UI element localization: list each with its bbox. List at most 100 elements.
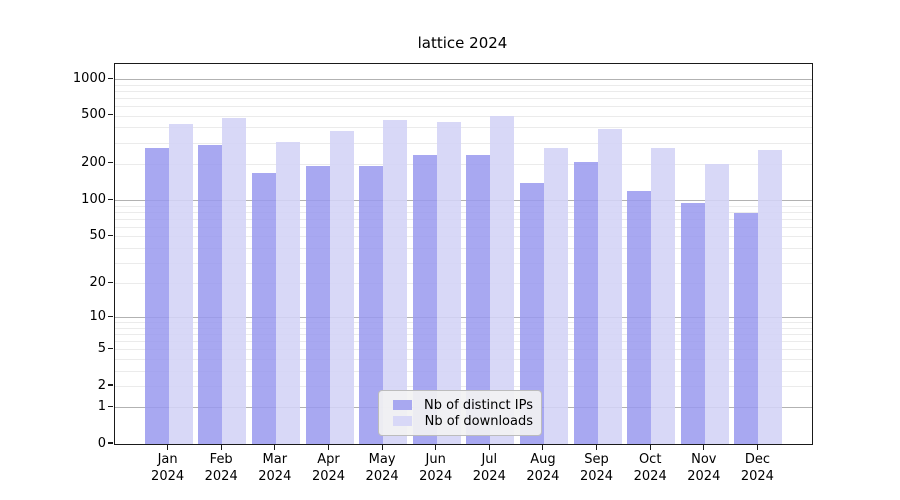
- plot-area: [114, 63, 813, 445]
- y-tick-label-10: 10: [89, 308, 106, 324]
- gridline-minor: [115, 349, 812, 351]
- x-tick-label-jul: Jul 2024: [472, 452, 506, 484]
- bar-downloads-mar: [275, 142, 300, 444]
- y-tick-label-500: 500: [81, 107, 106, 123]
- x-tick-label-aug: Aug 2024: [526, 452, 560, 484]
- x-tick-label-jun: Jun 2024: [419, 452, 453, 484]
- x-tick-label-mar: Mar 2024: [258, 452, 292, 484]
- gridline-major: [115, 79, 812, 81]
- y-tick-mark: [108, 77, 113, 79]
- bar-downloads-jan: [168, 124, 193, 444]
- x-tick-mark: [542, 444, 544, 450]
- x-tick-label-dec: Dec 2024: [740, 452, 774, 484]
- gridline-minor: [115, 283, 812, 285]
- y-tick-mark: [108, 405, 113, 407]
- y-tick-mark: [108, 315, 113, 317]
- gridline-major: [115, 200, 812, 202]
- legend: Nb of distinct IPs Nb of downloads: [378, 390, 542, 436]
- x-tick-label-nov: Nov 2024: [687, 452, 721, 484]
- y-tick-mark: [108, 162, 113, 164]
- x-tick-label-feb: Feb 2024: [204, 452, 238, 484]
- gridline-minor: [115, 115, 812, 117]
- gridline-minor: [115, 163, 812, 165]
- gridline-minor: [115, 334, 812, 336]
- y-tick-label-5: 5: [97, 340, 106, 356]
- bar-downloads-jul: [490, 115, 515, 444]
- x-tick-mark: [274, 444, 276, 450]
- bar-downloads-nov: [704, 164, 729, 444]
- x-tick-mark: [488, 444, 490, 450]
- x-tick-mark: [381, 444, 383, 450]
- legend-label: Nb of downloads: [424, 413, 533, 429]
- bar-distinct-ips-mar: [251, 173, 276, 444]
- x-tick-label-sep: Sep 2024: [579, 452, 614, 484]
- y-tick-mark: [108, 281, 113, 283]
- gridline-minor: [115, 90, 812, 92]
- bar-distinct-ips-jan: [144, 148, 169, 444]
- x-tick-label-jan: Jan 2024: [151, 452, 185, 484]
- x-tick-mark: [756, 444, 758, 450]
- y-tick-label-200: 200: [81, 155, 106, 171]
- gridline-minor: [115, 142, 812, 144]
- legend-swatch-icon: [393, 400, 412, 410]
- bar-distinct-ips-apr: [305, 166, 330, 444]
- bar-downloads-aug: [543, 148, 568, 444]
- bar-downloads-oct: [651, 148, 676, 444]
- y-tick-mark: [108, 234, 113, 236]
- y-tick-mark: [108, 384, 113, 386]
- bar-distinct-ips-nov: [680, 202, 705, 444]
- bar-distinct-ips-dec: [734, 212, 759, 444]
- gridline-minor: [115, 127, 812, 129]
- x-tick-mark: [703, 444, 705, 450]
- bar-downloads-apr: [329, 130, 354, 444]
- gridline-minor: [115, 359, 812, 360]
- gridline-minor: [115, 205, 812, 207]
- x-tick-mark: [649, 444, 651, 450]
- bar-distinct-ips-feb: [198, 144, 223, 444]
- bar-distinct-ips-sep: [573, 162, 598, 444]
- y-tick-label-20: 20: [89, 274, 106, 290]
- bar-distinct-ips-oct: [627, 191, 652, 444]
- gridline-minor: [115, 226, 812, 228]
- bar-downloads-sep: [597, 129, 622, 444]
- y-tick-mark: [108, 442, 113, 444]
- y-tick-label-50: 50: [89, 227, 106, 243]
- gridline-minor: [115, 386, 812, 387]
- gridline-minor: [115, 211, 812, 213]
- legend-swatch-icon: [393, 416, 412, 426]
- legend-item-downloads: Nb of downloads: [387, 413, 533, 429]
- gridline-minor: [115, 97, 812, 99]
- y-tick-label-2: 2: [97, 377, 106, 393]
- gridline-minor: [115, 327, 812, 329]
- x-tick-label-may: May 2024: [365, 452, 399, 484]
- x-tick-mark: [167, 444, 169, 450]
- gridline-minor: [115, 370, 812, 372]
- chart-title: lattice 2024: [417, 34, 508, 52]
- gridline-minor: [115, 236, 812, 238]
- gridline-minor: [115, 322, 812, 324]
- y-tick-label-1: 1: [97, 398, 106, 414]
- legend-item-distinct-ips: Nb of distinct IPs: [387, 397, 533, 413]
- x-tick-mark: [327, 444, 330, 450]
- gridline-major: [115, 317, 812, 319]
- legend-label: Nb of distinct IPs: [424, 397, 533, 413]
- bar-downloads-dec: [758, 149, 783, 444]
- gridline-minor: [115, 341, 812, 343]
- y-tick-mark: [108, 347, 113, 349]
- y-tick-mark: [108, 198, 113, 200]
- x-tick-mark: [435, 444, 437, 450]
- x-tick-mark: [220, 444, 222, 450]
- gridline-minor: [115, 84, 812, 86]
- y-tick-mark: [108, 114, 113, 116]
- x-tick-label-oct: Oct 2024: [633, 452, 667, 484]
- y-tick-label-0: 0: [97, 435, 106, 451]
- gridline-minor: [115, 262, 812, 264]
- bar-downloads-feb: [222, 118, 247, 444]
- x-tick-mark: [595, 444, 598, 450]
- x-tick-label-apr: Apr 2024: [311, 452, 346, 484]
- gridline-minor: [115, 218, 812, 220]
- gridline-minor: [115, 106, 812, 107]
- y-tick-label-100: 100: [81, 191, 106, 207]
- y-tick-label-1000: 1000: [72, 70, 106, 86]
